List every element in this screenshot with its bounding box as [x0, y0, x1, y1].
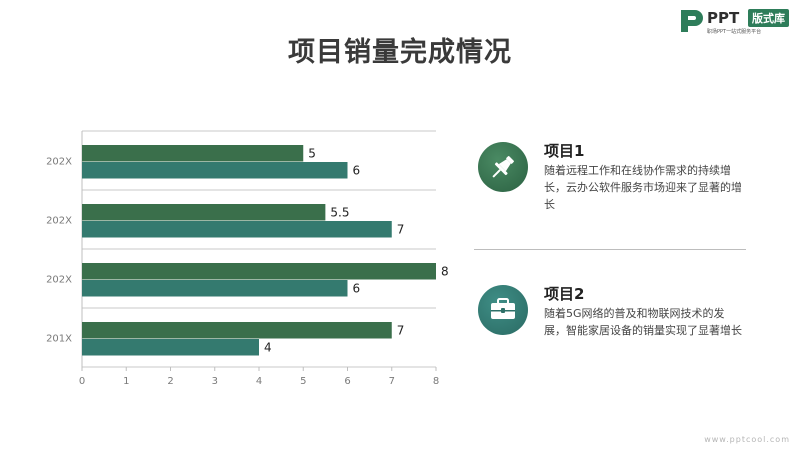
x-tick-label: 4 [256, 376, 262, 387]
footer-url: www.pptcool.com [704, 435, 790, 444]
x-tick-label: 2 [167, 376, 173, 387]
bar [82, 162, 348, 179]
bar [82, 221, 392, 238]
bar [82, 145, 304, 162]
data-label: 5.5 [330, 205, 349, 219]
pushpin-icon [478, 142, 528, 192]
bar [82, 280, 348, 297]
card-text: 随着远程工作和在线协作需求的持续增长，云办公软件服务市场迎来了显著的增长 [544, 164, 742, 211]
x-tick-label: 3 [212, 376, 218, 387]
data-label: 4 [264, 340, 272, 354]
category-tick-label: 202X [46, 216, 72, 227]
card-title: 项目1 [544, 142, 585, 160]
data-label: 7 [397, 323, 405, 337]
divider [474, 249, 746, 250]
logo-brand-text: PPT [707, 9, 740, 27]
logo-tagline: 职场PPT一站式服务平台 [707, 29, 762, 35]
x-tick-label: 1 [123, 376, 129, 387]
card-title: 项目2 [544, 285, 585, 303]
page-title: 项目销量完成情况 [288, 37, 512, 68]
category-tick-label: 202X [46, 275, 72, 286]
x-tick-label: 5 [300, 376, 306, 387]
briefcase-icon [478, 285, 528, 335]
data-label: 6 [353, 163, 361, 177]
category-tick-label: 201X [46, 334, 72, 345]
bar [82, 322, 392, 339]
card-text: 随着5G网络的普及和物联网技术的发展，智能家居设备的销量实现了显著增长 [544, 307, 742, 337]
logo-mark-icon [681, 10, 703, 32]
data-label: 6 [353, 281, 361, 295]
data-label: 8 [441, 264, 449, 278]
data-label: 5 [308, 146, 316, 160]
bar [82, 339, 259, 356]
x-tick-label: 7 [389, 376, 395, 387]
data-label: 7 [397, 222, 405, 236]
brand-logo: PPT 版式库 职场PPT一站式服务平台 [679, 8, 797, 36]
category-tick-label: 202X [46, 157, 72, 168]
x-tick-label: 8 [433, 376, 439, 387]
bar [82, 204, 326, 221]
logo-badge: 版式库 [748, 9, 789, 27]
x-tick-label: 6 [344, 376, 350, 387]
x-tick-label: 0 [79, 376, 85, 387]
bar [82, 263, 436, 280]
